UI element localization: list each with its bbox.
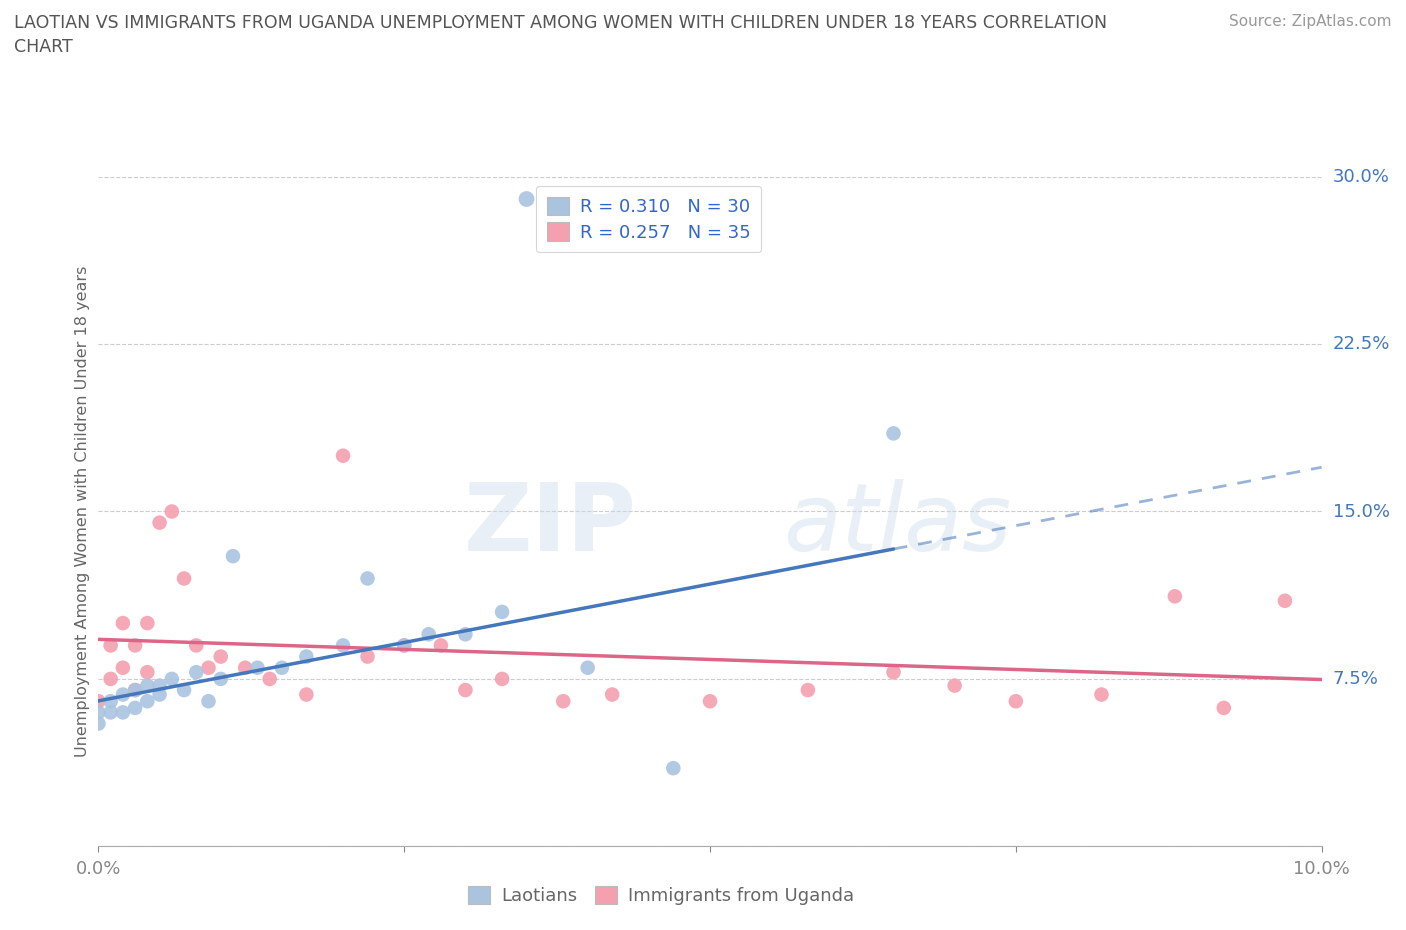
Point (392, 638, 416, 653)
Point (430, 638, 453, 653)
Point (454, 683, 477, 698)
Point (576, 660, 599, 675)
Point (186, 665, 208, 680)
Point (1090, 687, 1112, 702)
Point (111, 705, 134, 720)
Point (160, 504, 183, 519)
Point (186, 638, 208, 653)
Point (173, 571, 195, 586)
Text: Source: ZipAtlas.com: Source: ZipAtlas.com (1229, 14, 1392, 29)
Point (111, 687, 134, 702)
Point (209, 649, 232, 664)
Point (197, 694, 219, 709)
Point (246, 660, 269, 675)
Point (356, 571, 378, 586)
Point (173, 683, 195, 698)
Point (1164, 589, 1187, 604)
Point (1004, 694, 1026, 709)
Point (100, 671, 122, 686)
Point (100, 705, 122, 720)
Point (87, 705, 110, 720)
Point (356, 649, 378, 664)
Point (332, 638, 354, 653)
Point (197, 660, 219, 675)
Point (491, 604, 513, 619)
Point (222, 549, 245, 564)
Point (209, 671, 232, 686)
Point (699, 694, 721, 709)
Point (111, 616, 134, 631)
Legend: Laotians, Immigrants from Uganda: Laotians, Immigrants from Uganda (460, 877, 863, 914)
Text: LAOTIAN VS IMMIGRANTS FROM UGANDA UNEMPLOYMENT AMONG WOMEN WITH CHILDREN UNDER 1: LAOTIAN VS IMMIGRANTS FROM UGANDA UNEMPL… (14, 14, 1107, 56)
Point (943, 678, 966, 693)
Text: atlas: atlas (783, 479, 1012, 570)
Point (136, 678, 159, 693)
Point (797, 683, 820, 698)
Point (100, 694, 122, 709)
Point (149, 678, 172, 693)
Point (418, 627, 440, 642)
Point (1274, 593, 1296, 608)
Point (600, 687, 623, 702)
Point (149, 687, 172, 702)
Point (124, 683, 146, 698)
Point (295, 687, 318, 702)
Point (111, 660, 134, 675)
Point (124, 683, 146, 698)
Point (124, 700, 146, 715)
Point (883, 426, 905, 441)
Point (332, 448, 354, 463)
Point (270, 660, 292, 675)
Point (87, 716, 110, 731)
Y-axis label: Unemployment Among Women with Children Under 18 years: Unemployment Among Women with Children U… (75, 266, 90, 757)
Point (259, 671, 281, 686)
Text: ZIP: ZIP (464, 479, 637, 571)
Text: 30.0%: 30.0% (1333, 167, 1389, 186)
Point (662, 761, 685, 776)
Point (295, 649, 318, 664)
Point (491, 671, 513, 686)
Point (124, 638, 146, 653)
Point (516, 192, 538, 206)
Text: 15.0%: 15.0% (1333, 502, 1389, 521)
Point (136, 616, 159, 631)
Point (883, 665, 905, 680)
Point (454, 627, 477, 642)
Point (553, 694, 575, 709)
Text: 7.5%: 7.5% (1333, 670, 1379, 688)
Point (87, 694, 110, 709)
Point (136, 665, 159, 680)
Point (1212, 700, 1234, 715)
Point (233, 660, 256, 675)
Point (160, 671, 183, 686)
Point (392, 638, 416, 653)
Point (136, 694, 159, 709)
Point (149, 515, 172, 530)
Text: 22.5%: 22.5% (1333, 335, 1391, 353)
Point (100, 638, 122, 653)
